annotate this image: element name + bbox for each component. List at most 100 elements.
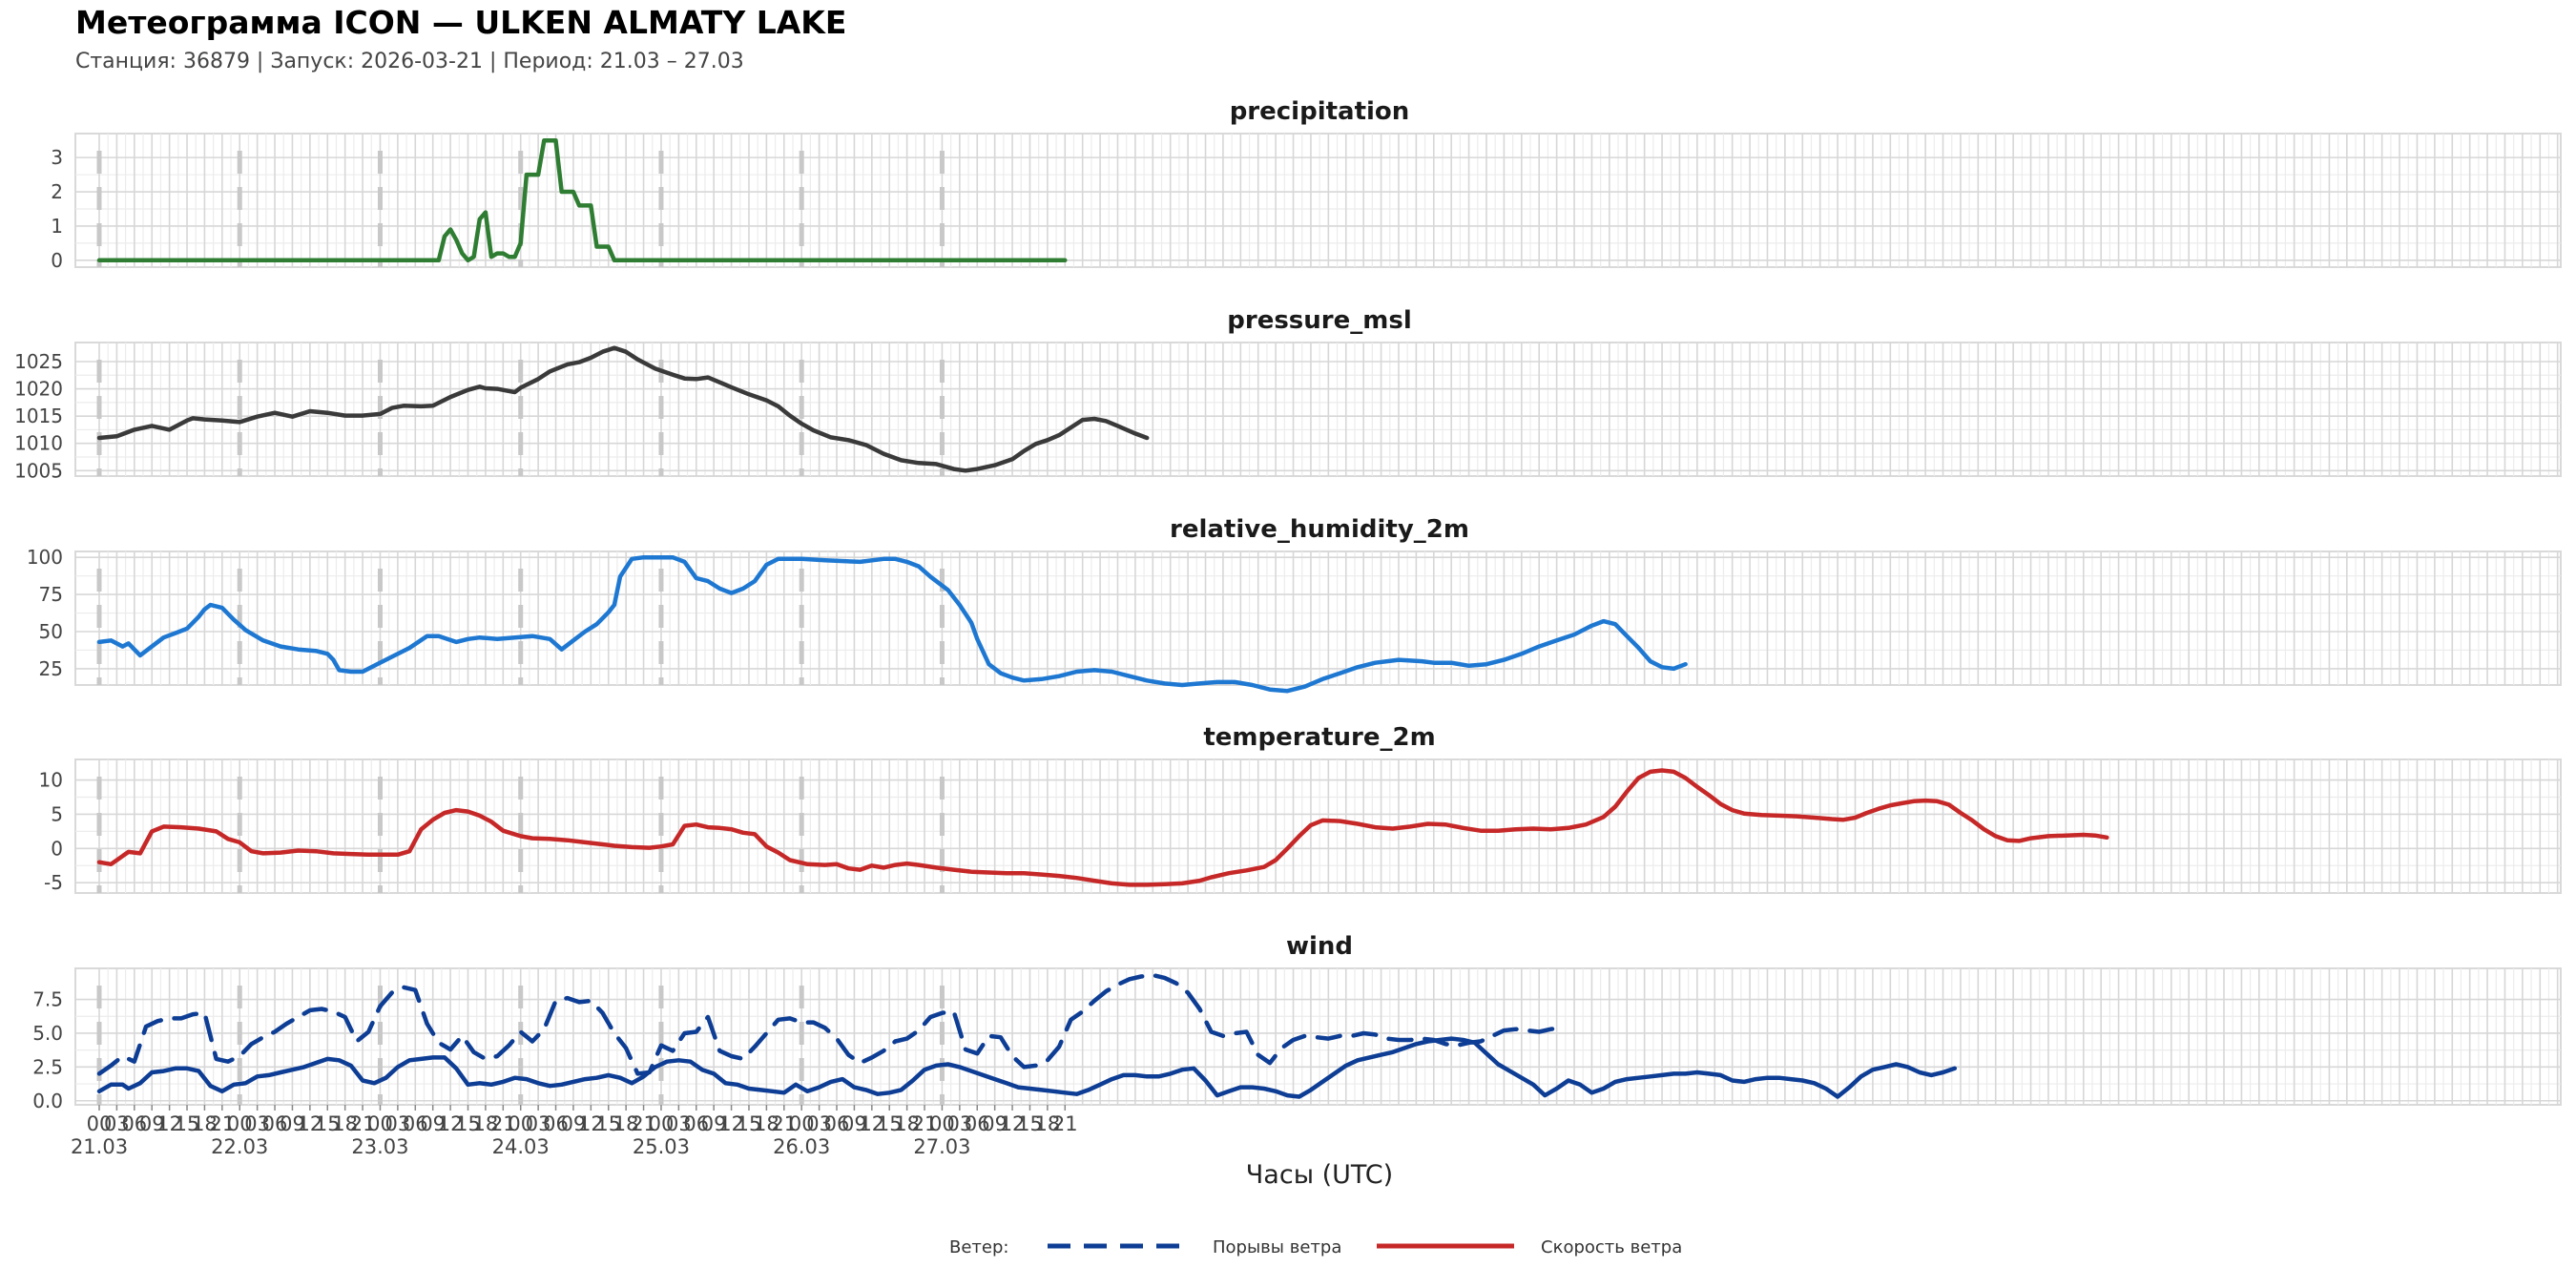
- panel-temperature: -5 0 5 10 temperature_2m: [39, 723, 2562, 894]
- x-tick-label: 00: [508, 1112, 533, 1135]
- x-day-label: 25.03: [633, 1135, 690, 1158]
- x-tick-label: 09: [420, 1112, 446, 1135]
- x-tick-label: 06: [403, 1112, 428, 1135]
- x-tick-label: 09: [982, 1112, 1008, 1135]
- x-tick-label: 15: [455, 1112, 481, 1135]
- x-tick-label: 18: [192, 1112, 218, 1135]
- y-tick-label: 5: [51, 802, 63, 825]
- panel-title: temperature_2m: [1203, 723, 1435, 752]
- x-tick-label: 12: [1000, 1112, 1026, 1135]
- y-tick-label: 2: [51, 180, 63, 203]
- y-tick-label: 1010: [14, 432, 63, 455]
- x-tick-label: 21: [350, 1112, 376, 1135]
- legend-title: Ветер:: [949, 1237, 1008, 1257]
- x-axis: 000306091215182121.03000306091215182122.…: [71, 1105, 1078, 1158]
- x-day-label: 27.03: [913, 1135, 970, 1158]
- panel-precipitation: 0 1 2 3 precipitation: [51, 97, 2562, 272]
- x-day-label: 26.03: [773, 1135, 830, 1158]
- x-tick-label: 21: [631, 1112, 656, 1135]
- panel-wind: 0.0 2.5 5.0 7.5 wind: [32, 932, 2562, 1112]
- y-tick-label: 1: [51, 215, 63, 238]
- y-tick-label: 25: [39, 657, 63, 680]
- panel-title: wind: [1286, 932, 1353, 961]
- panel-title: pressure_msl: [1227, 306, 1411, 335]
- y-tick-label: 1005: [14, 459, 63, 482]
- y-tick-label: 1020: [14, 378, 63, 401]
- x-tick-label: 21: [912, 1112, 938, 1135]
- x-tick-label: 12: [297, 1112, 322, 1135]
- x-tick-label: 21: [490, 1112, 516, 1135]
- x-tick-label: 03: [806, 1112, 832, 1135]
- x-tick-label: 06: [965, 1112, 990, 1135]
- x-tick-label: 00: [649, 1112, 675, 1135]
- x-axis-label: Часы (UTC): [1246, 1160, 1393, 1190]
- x-tick-label: 18: [894, 1112, 920, 1135]
- series-line-temperature: [96, 768, 2109, 887]
- x-tick-label: 00: [227, 1112, 253, 1135]
- x-day-label: 21.03: [71, 1135, 128, 1158]
- x-tick-label: 15: [175, 1112, 200, 1135]
- series-line-gusts: [96, 972, 1566, 1076]
- y-tick-label: 1025: [14, 350, 63, 373]
- x-tick-label: 03: [104, 1112, 130, 1135]
- y-tick-label: 0: [51, 837, 63, 860]
- y-tick-label: 2.5: [32, 1055, 63, 1078]
- x-day-label: 22.03: [211, 1135, 268, 1158]
- x-tick-label: 21: [771, 1112, 797, 1135]
- x-tick-label: 00: [929, 1112, 955, 1135]
- x-tick-label: 06: [262, 1112, 288, 1135]
- x-tick-label: 12: [438, 1112, 464, 1135]
- x-tick-label: 09: [561, 1112, 587, 1135]
- x-day-label: 24.03: [492, 1135, 550, 1158]
- legend-gusts-label: Порывы ветра: [1213, 1237, 1341, 1257]
- y-tick-label: 0: [51, 249, 63, 272]
- y-tick-label: 5.0: [32, 1022, 63, 1045]
- x-tick-label: 12: [156, 1112, 182, 1135]
- y-tick-label: 1015: [14, 405, 63, 427]
- y-tick-label: 100: [27, 546, 63, 569]
- x-tick-label: 03: [666, 1112, 692, 1135]
- x-tick-label: 21: [1052, 1112, 1078, 1135]
- x-tick-label: 15: [1017, 1112, 1043, 1135]
- y-tick-label: -5: [44, 871, 63, 894]
- panel-humidity: 25 50 75 100 relative_humidity_2m: [27, 515, 2562, 694]
- y-tick-label: 75: [39, 583, 63, 606]
- y-tick-label: 50: [39, 620, 63, 643]
- series-line-wind: [96, 1036, 1958, 1099]
- x-tick-label: 09: [139, 1112, 165, 1135]
- y-tick-label: 0.0: [32, 1090, 63, 1112]
- x-day-label: 23.03: [351, 1135, 408, 1158]
- chart-panels: 0123precipitation10051010101510201025pre…: [14, 97, 2562, 1112]
- x-tick-label: 18: [332, 1112, 358, 1135]
- y-tick-label: 10: [39, 769, 63, 792]
- chart-subtitle: Станция: 36879 | Запуск: 2026-03-21 | Пе…: [75, 50, 744, 73]
- panel-background: [74, 551, 2562, 686]
- x-tick-label: 06: [683, 1112, 709, 1135]
- x-tick-label: 18: [613, 1112, 639, 1135]
- x-tick-label: 18: [754, 1112, 779, 1135]
- x-tick-label: 03: [526, 1112, 551, 1135]
- legend-speed-label: Скорость ветра: [1541, 1237, 1682, 1257]
- x-tick-label: 03: [244, 1112, 270, 1135]
- panel-background: [74, 758, 2562, 894]
- panel-background: [74, 342, 2562, 477]
- y-tick-label: 7.5: [32, 988, 63, 1011]
- series-line-pressure: [96, 345, 1150, 473]
- x-tick-label: 03: [946, 1112, 972, 1135]
- y-tick-label: 3: [51, 146, 63, 169]
- x-tick-label: 18: [473, 1112, 499, 1135]
- panel-title: precipitation: [1230, 97, 1410, 126]
- x-tick-label: 12: [578, 1112, 604, 1135]
- panel-pressure: 1005 1010 1015 1020 1025 pressure_msl: [14, 306, 2562, 482]
- legend: Ветер: Порывы ветра Скорость ветра: [949, 1237, 1682, 1257]
- x-tick-label: 12: [718, 1112, 744, 1135]
- x-tick-label: 15: [595, 1112, 621, 1135]
- series-line-humidity: [96, 554, 1688, 694]
- x-tick-label: 00: [789, 1112, 815, 1135]
- x-tick-label: 15: [877, 1112, 903, 1135]
- x-tick-label: 06: [543, 1112, 569, 1135]
- x-tick-label: 12: [859, 1112, 884, 1135]
- panel-background: [74, 133, 2562, 268]
- x-tick-label: 18: [1035, 1112, 1061, 1135]
